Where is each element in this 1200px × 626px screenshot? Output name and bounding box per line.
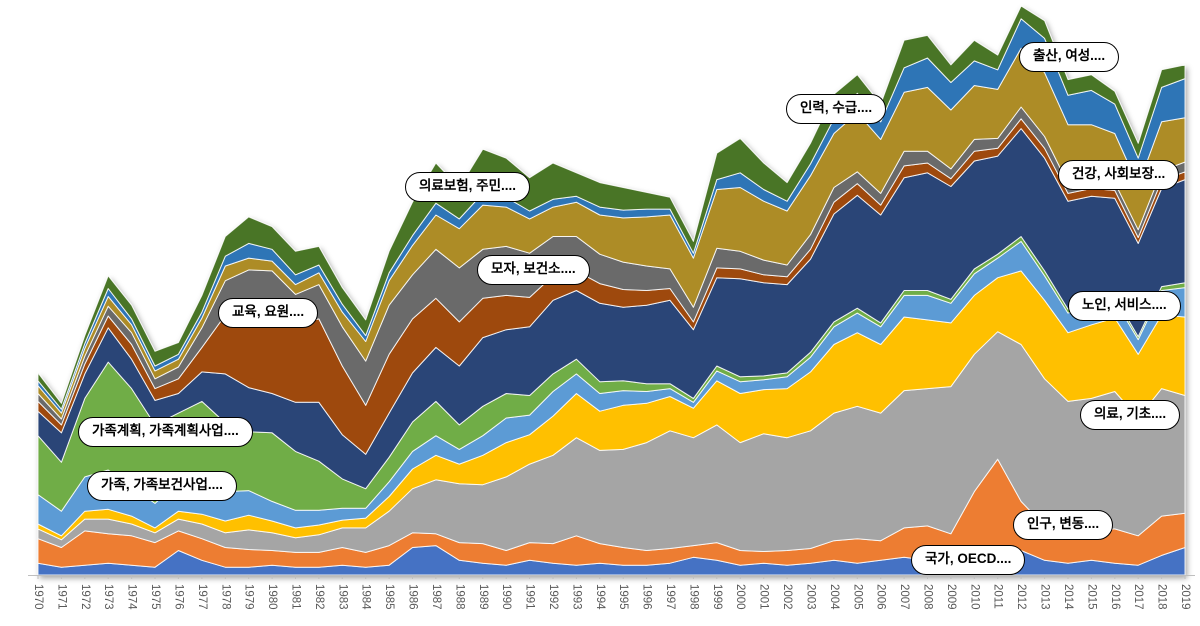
x-axis-label: 1991: [524, 584, 536, 610]
callout-의료-기초: 의료, 기초....: [1080, 400, 1181, 430]
x-axis-label: 1994: [594, 584, 606, 610]
callout-인력-수급: 인력, 수급....: [786, 94, 887, 124]
x-axis-label: 1970: [32, 584, 44, 610]
callout-노인-서비스: 노인, 서비스....: [1068, 291, 1181, 321]
x-axis-label: 1973: [102, 584, 114, 610]
x-axis-label: 1989: [477, 584, 489, 610]
x-axis-label: 2003: [804, 584, 816, 610]
x-axis-label: 2000: [734, 584, 746, 610]
x-axis-label: 2002: [781, 584, 793, 610]
callout-가족계획: 가족계획, 가족계획사업....: [78, 417, 253, 447]
x-axis-label: 1978: [219, 584, 231, 610]
x-axis-label: 1977: [196, 584, 208, 610]
x-axis-label: 1974: [126, 584, 138, 610]
x-axis-label: 2018: [1156, 584, 1168, 610]
x-axis-label: 1972: [79, 584, 91, 610]
x-axis-label: 2010: [968, 584, 980, 610]
x-axis-label: 1993: [570, 584, 582, 610]
x-axis-label: 2005: [851, 584, 863, 610]
x-axis-label: 2012: [1015, 584, 1027, 610]
x-axis-label: 1979: [243, 584, 255, 610]
x-axis-label: 1976: [172, 584, 184, 610]
x-axis-label: 2019: [1179, 584, 1191, 610]
x-axis-label: 1988: [453, 584, 465, 610]
x-axis-label: 1995: [617, 584, 629, 610]
x-axis-label: 2016: [1109, 584, 1121, 610]
x-axis-label: 1981: [289, 584, 301, 610]
x-axis-label: 1984: [360, 584, 372, 610]
x-axis-label: 2013: [1039, 584, 1051, 610]
x-axis-label: 1975: [149, 584, 161, 610]
callout-모자-보건소: 모자, 보건소....: [477, 255, 590, 285]
callout-국가-oecd: 국가, OECD....: [911, 545, 1026, 575]
x-axis-label: 2008: [922, 584, 934, 610]
x-axis-label: 1986: [407, 584, 419, 610]
callout-건강-사회보장: 건강, 사회보장...: [1058, 160, 1180, 190]
x-axis-label: 1983: [336, 584, 348, 610]
x-axis-label: 2001: [758, 584, 770, 610]
x-axis-label: 2007: [898, 584, 910, 610]
x-axis-label: 2015: [1085, 584, 1097, 610]
x-axis-label: 2011: [992, 584, 1004, 609]
x-axis-label: 1998: [687, 584, 699, 610]
x-axis-label: 1999: [711, 584, 723, 610]
callout-인구-변동: 인구, 변동....: [1013, 510, 1114, 540]
x-axis-label: 1985: [383, 584, 395, 610]
x-axis-label: 1982: [313, 584, 325, 610]
callout-출산-여성: 출산, 여성....: [1019, 42, 1120, 72]
x-axis-label: 2017: [1132, 584, 1144, 610]
x-axis-label: 1990: [500, 584, 512, 610]
area-series-group: [37, 5, 1186, 576]
x-axis-label: 2009: [945, 584, 957, 610]
x-axis-label: 1971: [55, 584, 67, 610]
x-axis-label: 2006: [875, 584, 887, 610]
callout-교육-요원: 교육, 요원....: [218, 298, 319, 328]
x-axis-label: 1997: [664, 584, 676, 610]
x-axis-label: 2014: [1062, 584, 1074, 610]
callout-의료보험-주민: 의료보험, 주민....: [405, 172, 531, 202]
x-axis-label: 1980: [266, 584, 278, 610]
x-axis: 1970 1971 1972 1973 1974 1975 1976 1977 1978 1979…: [28, 575, 1195, 610]
x-axis-label: 1996: [641, 584, 653, 610]
x-axis-label: 2004: [828, 584, 840, 610]
x-axis-label: 1987: [430, 584, 442, 610]
x-axis-label: 1992: [547, 584, 559, 610]
callout-가족-가족보건사업: 가족, 가족보건사업....: [87, 471, 237, 501]
